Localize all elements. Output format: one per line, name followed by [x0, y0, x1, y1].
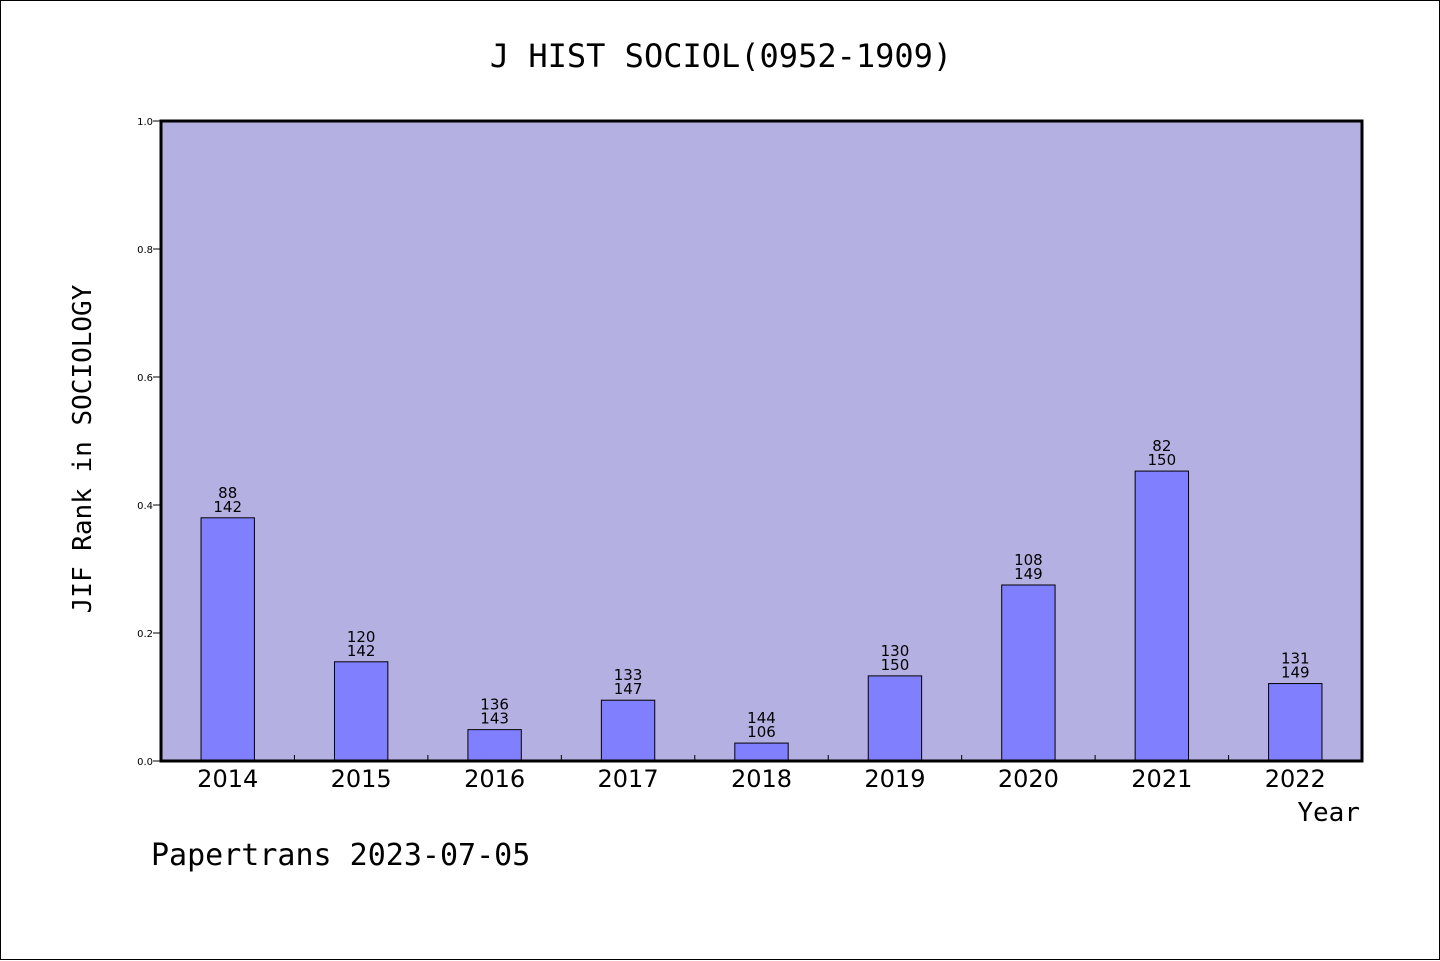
- x-axis: 2014 2015 2016 2017 2018 2019 2020 2021 2022: [197, 755, 1326, 793]
- bar-2016: [467, 729, 522, 762]
- bar-label-total: 142: [347, 642, 376, 660]
- bar-label-total: 142: [213, 498, 242, 516]
- bar-label-total: 143: [480, 710, 509, 728]
- x-tick-label: 2020: [998, 765, 1059, 793]
- x-tick-label: 2014: [197, 765, 258, 793]
- bar-label-total: 149: [1014, 565, 1043, 583]
- y-axis-title: JIF Rank in SOCIOLOGY: [68, 284, 98, 613]
- bar-2015: [333, 661, 389, 762]
- x-tick-label: 2016: [464, 765, 525, 793]
- y-tick-label: 1.0: [137, 117, 153, 128]
- x-tick-label: 2021: [1131, 765, 1192, 793]
- bar-label-rank: 133: [614, 666, 643, 684]
- y-tick-label: 0.0: [137, 757, 153, 768]
- x-tick-label: 2018: [731, 765, 792, 793]
- bar-label-rank: 88: [218, 484, 237, 502]
- y-tick-label: 0.8: [137, 245, 153, 256]
- bar-2014: [200, 517, 255, 762]
- bar-2019: [867, 675, 923, 762]
- y-tick-label: 0.6: [137, 373, 153, 384]
- bar-label-rank: 131: [1281, 650, 1310, 668]
- bar-label-total: 149: [1281, 664, 1310, 682]
- plot-border: [159, 119, 1364, 763]
- x-axis-title: Year: [1297, 798, 1360, 828]
- bar-label-total: 147: [614, 680, 643, 698]
- bar-label-rank: 130: [881, 642, 910, 660]
- bar-2017: [600, 699, 656, 762]
- bar-label-rank: 120: [347, 628, 376, 646]
- bar-label-rank: 82: [1152, 437, 1171, 455]
- footer-credit: Papertrans 2023-07-05: [151, 838, 530, 873]
- y-tick-label: 0.2: [137, 629, 153, 640]
- x-tick-label: 2015: [331, 765, 392, 793]
- bar-2022: [1268, 683, 1323, 762]
- bar-label-total: 150: [1148, 451, 1177, 469]
- bar-label-total: 106: [747, 723, 776, 741]
- x-tick-label: 2022: [1265, 765, 1326, 793]
- bar-2020: [1001, 584, 1056, 762]
- bar-label-rank: 136: [480, 696, 509, 714]
- bar-label-total: 150: [881, 656, 910, 674]
- y-axis: 0.0 0.2 0.4 0.6 0.8 1.0: [137, 117, 161, 768]
- bars-group: 8814212014213614313314714410613015010814…: [200, 437, 1323, 762]
- bar-2021: [1134, 470, 1190, 762]
- bar-label-rank: 144: [747, 709, 776, 727]
- y-tick-label: 0.4: [137, 501, 153, 512]
- x-tick-label: 2017: [598, 765, 659, 793]
- x-tick-label: 2019: [864, 765, 925, 793]
- chart-title: J HIST SOCIOL(0952-1909): [490, 37, 952, 75]
- bar-label-rank: 108: [1014, 551, 1043, 569]
- bar-2018: [734, 742, 789, 762]
